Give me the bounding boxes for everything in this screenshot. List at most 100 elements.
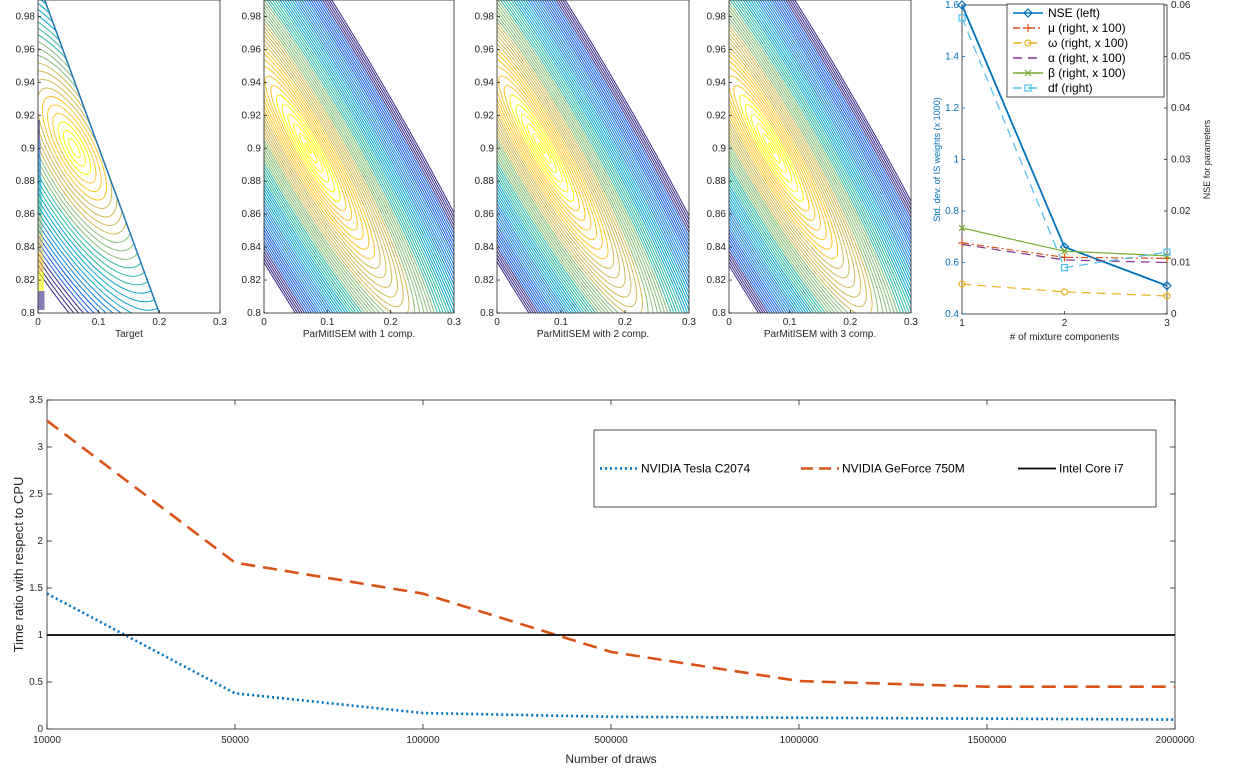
- series-2: [958, 280, 1171, 300]
- support-boundary: [43, 0, 161, 313]
- contour-line: [264, 0, 439, 313]
- left-axis-label: Std. dev. of IS weights (x 1000): [932, 97, 942, 221]
- left-tick-label: 0.8: [945, 206, 959, 217]
- contour-line: [276, 94, 341, 202]
- contour-line: [729, 75, 816, 221]
- contour-line: [729, 0, 911, 313]
- contour-line: [520, 113, 563, 183]
- y-tick-label: 1.5: [29, 583, 43, 594]
- x-tick-label: 0: [726, 317, 732, 328]
- legend: NVIDIA Tesla C2074 NVIDIA GeForce 750M Int…: [593, 429, 1157, 508]
- series-line: [961, 283, 1168, 297]
- data-point: [1163, 252, 1171, 260]
- legend-label: Intel Core i7: [1059, 462, 1124, 476]
- contour-line: [264, 0, 454, 313]
- contour-line: [497, 0, 684, 313]
- contour-line: [497, 0, 655, 313]
- contour-line: [497, 0, 689, 313]
- contour-line: [750, 113, 793, 183]
- contour-line: [497, 0, 689, 313]
- panel-frame: [728, 0, 912, 314]
- contour-line: [497, 0, 689, 313]
- contour-line: [729, 0, 911, 313]
- y-tick-label: 0.98: [475, 11, 495, 22]
- contour-line: [729, 0, 911, 313]
- contour-line: [264, 0, 410, 313]
- x-tick-label: 2: [1062, 318, 1068, 329]
- edge-shade: [38, 234, 43, 253]
- contour-line: [497, 0, 666, 313]
- right-tick-label: 0.04: [1171, 103, 1191, 114]
- x-tick-label: 3: [1164, 318, 1170, 329]
- legend-label: α (right, x 100): [1048, 51, 1126, 65]
- y-tick-label: 0.84: [16, 242, 36, 253]
- contour-line: [304, 142, 312, 154]
- x-tick-label: 0.2: [152, 317, 166, 328]
- contour-line: [532, 132, 552, 164]
- edge-shade: [38, 272, 44, 291]
- x-axis-label: Target: [115, 329, 143, 340]
- y-tick-label: 0.88: [16, 176, 36, 187]
- y-tick-label: 0.88: [475, 176, 495, 187]
- x-axis-label: # of mixture components: [1010, 332, 1120, 343]
- data-point: [1061, 247, 1068, 255]
- x-axis-label: ParMitISEM with 1 comp.: [303, 329, 415, 340]
- legend-label: NVIDIA GeForce 750M: [842, 462, 965, 476]
- y-tick-label: 0.94: [475, 77, 495, 88]
- edge-shade: [38, 196, 42, 215]
- x-tick-label: 0.3: [682, 317, 696, 328]
- contour-line: [729, 0, 873, 313]
- contour-line: [264, 0, 427, 313]
- contour-lines: [264, 0, 454, 313]
- y-tick-label: 0.9: [21, 143, 35, 154]
- right-tick-label: 0.05: [1171, 52, 1191, 63]
- contour-line: [729, 0, 911, 313]
- x-tick-label: 0.3: [904, 317, 918, 328]
- x-tick-label: 0.3: [213, 317, 227, 328]
- contour-line: [57, 121, 92, 176]
- edge-shade: [38, 120, 40, 139]
- data-point: [958, 224, 966, 232]
- contour-line: [497, 0, 689, 313]
- contour-line: [497, 0, 689, 313]
- contour-line: [497, 0, 689, 313]
- y-tick-label: 0.92: [707, 110, 727, 121]
- contour-line: [264, 37, 376, 260]
- contour-line: [729, 0, 890, 313]
- x-axis-label: Number of draws: [565, 752, 656, 766]
- contour-line: [264, 18, 387, 279]
- x-tick-label: 0.2: [618, 317, 632, 328]
- x-tick-label: 1000000: [780, 735, 819, 746]
- series-5: [958, 14, 1171, 272]
- y-tick-label: 0.8: [480, 308, 494, 319]
- y-tick-label: 0.5: [29, 677, 43, 688]
- right-tick-label: 0.02: [1171, 206, 1191, 217]
- left-tick-label: 0.4: [945, 309, 959, 320]
- series-line-0: [46, 592, 1176, 721]
- contour-line: [729, 0, 862, 298]
- edge-shade: [38, 253, 44, 272]
- contour-line: [497, 0, 689, 313]
- contour-line: [264, 75, 353, 221]
- contour-line: [756, 123, 787, 174]
- contour-line: [264, 56, 364, 241]
- y-tick-label: 0.88: [707, 176, 727, 187]
- contour-line: [498, 75, 586, 221]
- x-tick-label: 0.1: [320, 317, 334, 328]
- y-tick-label: 0.98: [707, 11, 727, 22]
- y-tick-label: 0.98: [242, 11, 262, 22]
- contour-line: [264, 0, 454, 313]
- outside-support: [44, 0, 220, 313]
- contour-panel-4: 0.8 0.82 0.84 0.86 0.88 0.9 0.92 0.94 0.96 0.98 0 0…: [707, 0, 918, 340]
- contour-line: [729, 0, 911, 313]
- series-3: [961, 243, 1168, 264]
- contour-line: [264, 0, 454, 313]
- contour-line: [264, 0, 454, 313]
- x-tick-label: 10000: [33, 735, 61, 746]
- y-tick-label: 0.8: [21, 308, 35, 319]
- data-point: [958, 14, 966, 22]
- contour-line: [497, 18, 620, 279]
- contour-line: [729, 0, 911, 313]
- edge-shade: [38, 291, 45, 310]
- left-tick-label: 1.6: [945, 0, 959, 11]
